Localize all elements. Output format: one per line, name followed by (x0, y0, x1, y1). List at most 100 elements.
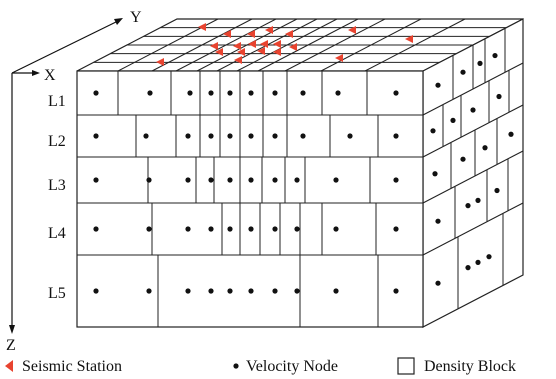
seismic-station (248, 40, 256, 48)
velocity-node (208, 288, 214, 294)
velocity-node (465, 203, 471, 209)
velocity-node (187, 90, 193, 96)
velocity-node (227, 90, 233, 96)
velocity-node (272, 133, 278, 139)
velocity-node (294, 226, 300, 232)
seismic-station (289, 43, 297, 51)
velocity-node (347, 133, 353, 139)
seismic-station-icon (5, 360, 13, 372)
top-grid-line (257, 18, 359, 72)
velocity-node (208, 133, 214, 139)
velocity-node (185, 133, 191, 139)
top-grid-line (151, 18, 253, 72)
velocity-node (432, 171, 438, 177)
top-grid-line (175, 18, 277, 72)
velocity-node (333, 288, 339, 294)
velocity-node (272, 288, 278, 294)
velocity-node (465, 265, 471, 271)
top-grid-line (320, 18, 422, 72)
top-grid-line (196, 18, 298, 72)
velocity-node (93, 133, 99, 139)
seismic-station (257, 47, 265, 55)
seismic-station (260, 40, 268, 48)
velocity-node (143, 133, 149, 139)
seismic-station (335, 54, 343, 62)
velocity-node (508, 131, 514, 137)
seismic-station (156, 58, 164, 66)
top-grid-line (236, 18, 338, 72)
seismic-station (233, 42, 241, 50)
z-axis-label: Z (6, 337, 16, 354)
z-axis-arrow-icon (9, 325, 15, 334)
front-face-grid (76, 70, 424, 328)
legend-block-label: Density Block (424, 358, 516, 375)
velocity-node (460, 69, 466, 75)
velocity-node (393, 226, 399, 232)
velocity-node (333, 226, 339, 232)
legend: Seismic Station Velocity Node Density Bl… (5, 357, 516, 375)
velocity-node (185, 288, 191, 294)
legend-node-label: Velocity Node (246, 358, 338, 375)
velocity-node (227, 226, 233, 232)
velocity-node (185, 177, 191, 183)
velocity-node (294, 177, 300, 183)
seismic-station (215, 48, 223, 56)
velocity-node (300, 133, 306, 139)
velocity-node (93, 288, 99, 294)
velocity-node (93, 177, 99, 183)
velocity-node (393, 288, 399, 294)
layer-label-l2: L2 (48, 133, 66, 150)
velocity-node (185, 226, 191, 232)
seismic-station (234, 56, 242, 64)
seismic-station (265, 26, 273, 34)
velocity-node (248, 177, 254, 183)
velocity-node (333, 177, 339, 183)
seismic-station (198, 23, 206, 31)
velocity-node (248, 90, 254, 96)
velocity-node (146, 288, 152, 294)
y-axis-line (11, 20, 119, 74)
x-axis-arrow-icon (32, 70, 40, 76)
seismic-stations (156, 23, 413, 66)
seismic-station (273, 40, 281, 48)
velocity-node (435, 82, 441, 88)
velocity-node-icon (233, 363, 239, 369)
legend-station-label: Seismic Station (22, 358, 122, 375)
velocity-node (496, 93, 502, 100)
velocity-node (227, 288, 233, 294)
velocity-node (435, 218, 441, 224)
velocity-node (208, 226, 214, 232)
density-block-icon (397, 357, 415, 375)
velocity-node (248, 288, 254, 294)
velocity-node (450, 117, 456, 123)
velocity-node (335, 90, 341, 96)
y-axis-label: Y (130, 9, 142, 26)
velocity-nodes (93, 52, 514, 294)
velocity-node (248, 226, 254, 232)
velocity-node (227, 177, 233, 183)
velocity-node (146, 177, 152, 183)
velocity-node (475, 197, 481, 203)
velocity-node (272, 177, 278, 183)
velocity-node (227, 133, 233, 139)
velocity-node (477, 60, 483, 66)
velocity-node (435, 280, 441, 286)
front-face-outline (76, 70, 424, 328)
layer-label-l3: L3 (48, 177, 66, 194)
seismic-station (223, 30, 231, 38)
velocity-node (494, 187, 500, 194)
right-layer-line (422, 202, 524, 256)
velocity-node (208, 177, 214, 183)
velocity-node (475, 259, 481, 265)
x-axis-label: X (44, 67, 56, 84)
velocity-node (208, 90, 214, 96)
seismic-station (237, 48, 245, 56)
velocity-node (248, 133, 254, 139)
layer-labels: L1 L2 L3 L4 L5 (48, 93, 66, 302)
layer-label-l1: L1 (48, 93, 66, 110)
velocity-node (482, 145, 488, 151)
seismic-station (405, 35, 413, 43)
velocity-node (93, 226, 99, 232)
